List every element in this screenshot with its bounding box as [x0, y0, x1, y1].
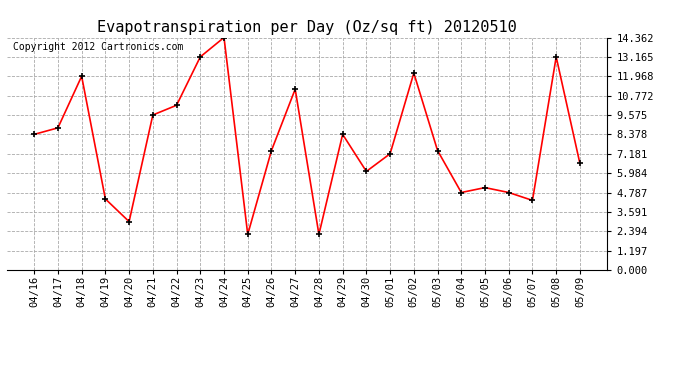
Text: Copyright 2012 Cartronics.com: Copyright 2012 Cartronics.com: [13, 42, 184, 52]
Title: Evapotranspiration per Day (Oz/sq ft) 20120510: Evapotranspiration per Day (Oz/sq ft) 20…: [97, 20, 517, 35]
